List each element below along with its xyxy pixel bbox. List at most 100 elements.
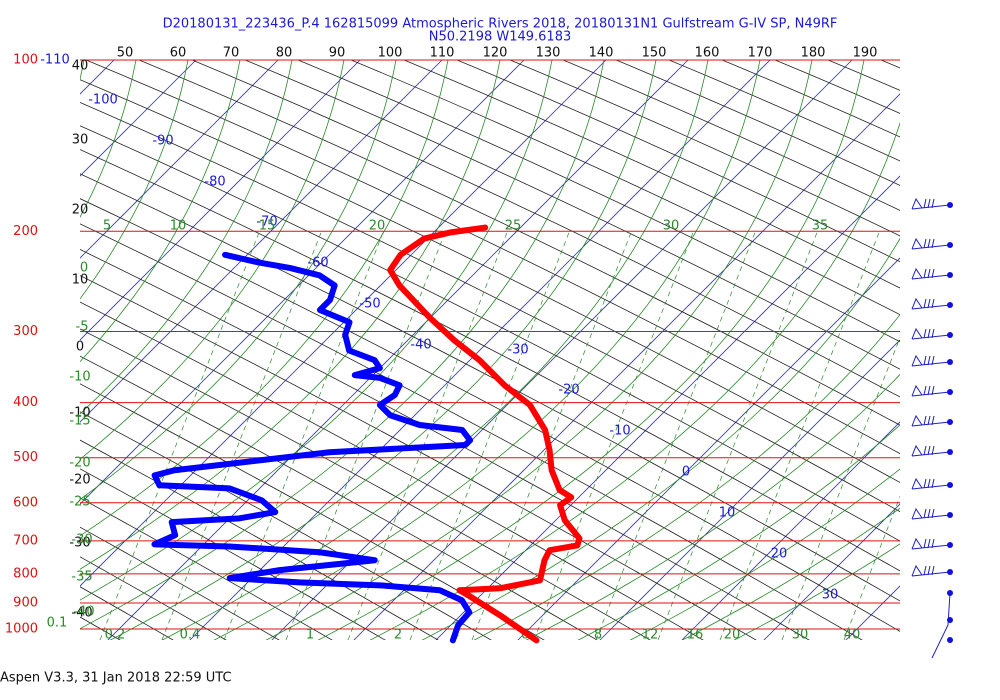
moist-left-labels: -35: [71, 570, 92, 585]
wind-barb-tick: [923, 238, 927, 249]
wind-barb-flag: [911, 414, 923, 427]
isotherm-labels: -40: [410, 338, 431, 353]
chart-title: D20180131_223436_P.4 162815099 Atmospher…: [163, 17, 838, 32]
dry-adiabat: [562, 60, 900, 211]
wind-barb-tick: [931, 268, 935, 279]
theta-left-labels: 10: [72, 273, 89, 288]
wind-barb-tick: [927, 328, 931, 339]
moist-left-labels: -15: [69, 414, 90, 429]
wind-barb-flag: [911, 327, 923, 340]
wind-barb-tick: [927, 268, 931, 279]
isotherm: [80, 60, 607, 587]
wind-barb-tick: [931, 478, 935, 489]
wind-barb-tick: [923, 298, 927, 309]
dry-adiabat: [827, 60, 900, 91]
isotherm: [80, 60, 525, 505]
theta-top-labels: 190: [853, 46, 878, 61]
moist-left-labels: -10: [69, 370, 90, 385]
chart-subtitle: N50.2198 W149.6183: [429, 30, 572, 45]
theta-top-labels: 100: [378, 46, 403, 61]
moist-left-labels: 0: [80, 261, 88, 276]
wind-barb-dot: [947, 389, 953, 395]
moist-adiabat: [80, 60, 293, 415]
theta-left-labels: 20: [72, 203, 89, 218]
wind-barb-tick: [931, 445, 935, 456]
moist-top-labels: 35: [812, 219, 829, 234]
mixing-ratio-line: [223, 229, 385, 640]
wind-barb-tick: [931, 238, 935, 249]
theta-top-labels: 120: [483, 46, 508, 61]
wind-barb-tick: [927, 478, 931, 489]
wind-barb-tick: [923, 478, 927, 489]
wind-barb-dot: [947, 359, 953, 365]
mixing-ratio-line: [285, 229, 447, 640]
moist-adiabat: [80, 60, 189, 300]
moist-adiabat: [80, 60, 501, 570]
wind-barb-tick: [927, 445, 931, 456]
isotherm: [353, 93, 900, 640]
wind-barb-tick: [927, 238, 931, 249]
moist-adiabat: [733, 543, 900, 640]
wind-barb-dot: [947, 617, 953, 623]
moist-adiabat: [109, 60, 657, 640]
wind-barb-tick: [931, 538, 935, 549]
pressure-label: 1000: [5, 622, 38, 637]
wind-barb-dot: [947, 569, 953, 575]
wind-barb-tick: [931, 508, 935, 519]
theta-left-labels: 40: [72, 59, 89, 74]
pressure-label: 200: [13, 224, 38, 239]
wind-barb-dot: [947, 449, 953, 455]
moist-adiabat: [80, 60, 449, 537]
moist-top-labels: 25: [505, 219, 522, 234]
mixing-ratio-line: [533, 229, 695, 640]
moist-left-labels: -25: [69, 495, 90, 510]
wind-barb-flag: [911, 444, 923, 457]
wind-barb-shaft: [911, 391, 951, 397]
dry-adiabat: [80, 249, 810, 640]
wind-barb-tick: [927, 198, 931, 209]
theta-left-labels: -20: [69, 473, 90, 488]
theta-left-labels: 30: [72, 133, 89, 148]
isotherm-labels: -20: [558, 383, 579, 398]
dry-adiabat: [403, 60, 900, 289]
dry-adiabat: [456, 60, 900, 263]
wind-barb-flag: [911, 197, 923, 210]
dry-adiabat: [350, 60, 900, 316]
moist-top-labels: 30: [663, 219, 680, 234]
pressure-label: 400: [13, 395, 38, 410]
pressure-label: 900: [13, 595, 38, 610]
moist-adiabat: [317, 60, 865, 640]
isotherm: [517, 257, 900, 640]
theta-top-labels: 160: [695, 46, 720, 61]
moist-top-labels: 20: [369, 219, 386, 234]
wind-barb-shaft: [911, 544, 951, 550]
dry-adiabat: [80, 355, 598, 640]
wind-barb-shaft: [911, 274, 951, 280]
dry-adiabat: [191, 60, 900, 398]
dry-adiabat: [80, 328, 651, 640]
isotherm: [80, 60, 197, 177]
moist-adiabat: [80, 60, 553, 601]
sounding-trace: [151, 251, 474, 644]
footer: Aspen V3.3, 31 Jan 2018 22:59 UTC: [0, 671, 232, 686]
mixing-ratio-line: [657, 229, 819, 640]
wind-barb-tick: [927, 385, 931, 396]
wind-barb-tick: [931, 415, 935, 426]
wind-barb-flag: [911, 267, 923, 280]
theta-top-labels: 150: [642, 46, 667, 61]
wind-barb-dot: [947, 302, 953, 308]
wind-barb-flag: [911, 537, 923, 550]
wind-barb-shaft: [931, 592, 951, 659]
wind-barb-flag: [911, 384, 923, 397]
isotherm-labels: -30: [507, 343, 528, 358]
wind-barb-shaft: [911, 334, 951, 340]
mixing-labels: 1: [306, 628, 314, 643]
wind-barb-tick: [931, 385, 935, 396]
isotherm: [950, 0, 1000, 700]
